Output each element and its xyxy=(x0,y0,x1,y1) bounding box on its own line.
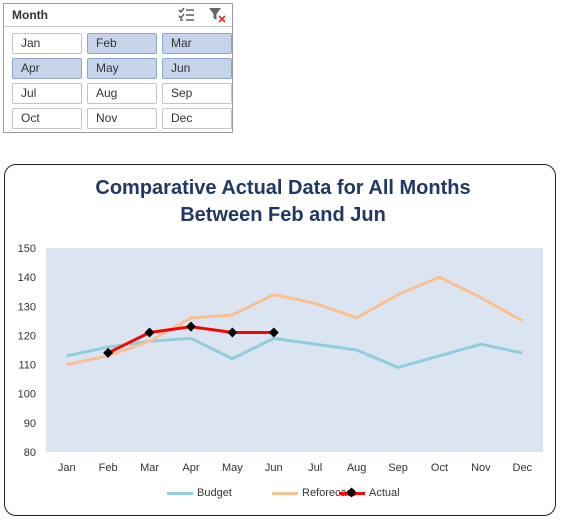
x-tick-label: Jan xyxy=(58,462,76,474)
x-tick-label: Feb xyxy=(99,462,118,474)
slicer-item-jan[interactable]: Jan xyxy=(12,33,82,54)
y-tick-label: 140 xyxy=(18,272,36,284)
legend-item-budget: Budget xyxy=(167,487,232,499)
slicer-item-jun[interactable]: Jun xyxy=(162,58,232,79)
y-tick-label: 90 xyxy=(24,418,36,430)
slicer-item-mar[interactable]: Mar xyxy=(162,33,232,54)
clear-filter-icon[interactable] xyxy=(208,7,226,23)
multi-select-icon[interactable] xyxy=(178,7,196,23)
data-point-actual xyxy=(268,327,279,338)
legend-label: Actual xyxy=(369,487,400,499)
legend-item-actual: Actual xyxy=(339,487,400,499)
legend-swatch xyxy=(167,491,193,495)
y-tick-label: 110 xyxy=(18,360,36,372)
month-slicer: Month Jan Feb Mar Apr May Jun Jul Aug Sep Oct Nov D… xyxy=(3,3,233,133)
slicer-item-feb[interactable]: Feb xyxy=(87,33,157,54)
legend-swatch xyxy=(272,491,298,495)
legend-marker-icon xyxy=(346,487,357,497)
slicer-item-aug[interactable]: Aug xyxy=(87,83,157,104)
legend-swatch xyxy=(339,487,365,497)
legend-label: Reforecast xyxy=(302,487,356,499)
x-tick-label: May xyxy=(222,462,243,474)
x-tick-label: Apr xyxy=(182,462,199,474)
legend-label: Budget xyxy=(197,487,232,499)
x-tick-label: Oct xyxy=(431,462,448,474)
slicer-header: Month xyxy=(4,4,232,27)
data-point-actual xyxy=(103,347,114,358)
series-line-reforecast xyxy=(66,275,524,367)
slicer-item-jul[interactable]: Jul xyxy=(12,83,82,104)
chart-title: Comparative Actual Data for All Months xyxy=(95,177,471,199)
data-point-actual xyxy=(185,321,196,332)
x-tick-label: Mar xyxy=(140,462,159,474)
slicer-item-dec[interactable]: Dec xyxy=(162,108,232,129)
slicer-item-apr[interactable]: Apr xyxy=(12,58,82,79)
x-tick-label: Dec xyxy=(513,462,533,474)
slicer-item-may[interactable]: May xyxy=(87,58,157,79)
slicer-items: Jan Feb Mar Apr May Jun Jul Aug Sep Oct Nov Dec xyxy=(12,33,232,129)
slicer-item-nov[interactable]: Nov xyxy=(87,108,157,129)
y-tick-label: 100 xyxy=(18,389,36,401)
x-tick-label: Jun xyxy=(265,462,283,474)
slicer-item-sep[interactable]: Sep xyxy=(162,83,232,104)
slicer-item-oct[interactable]: Oct xyxy=(12,108,82,129)
y-tick-label: 130 xyxy=(18,301,36,313)
slicer-title: Month xyxy=(12,8,48,22)
x-tick-label: Nov xyxy=(471,462,491,474)
chart-subtitle: Between Feb and Jun xyxy=(180,204,386,226)
x-tick-label: Sep xyxy=(388,462,408,474)
legend-item-reforecast: Reforecast xyxy=(272,487,355,499)
y-tick-label: 80 xyxy=(24,447,36,459)
chart-legend: Budget Reforecast Actual xyxy=(0,487,566,503)
y-tick-label: 120 xyxy=(18,330,36,342)
data-point-actual xyxy=(144,327,155,338)
x-tick-label: Jul xyxy=(308,462,322,474)
y-tick-label: 150 xyxy=(18,243,36,255)
x-tick-label: Aug xyxy=(347,462,367,474)
data-point-actual xyxy=(227,327,238,338)
